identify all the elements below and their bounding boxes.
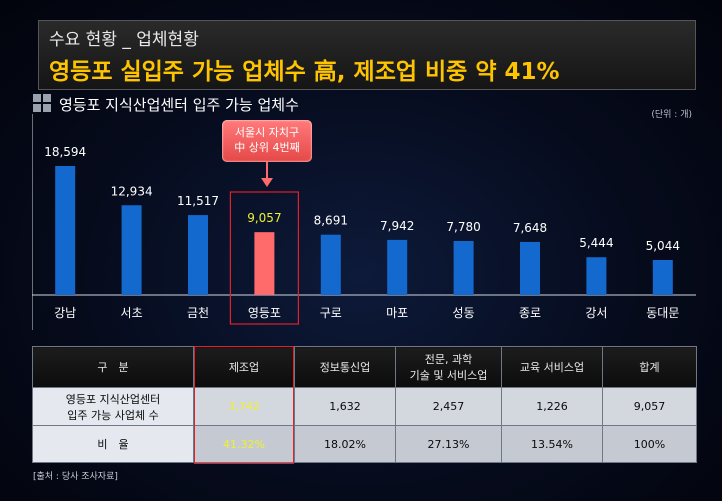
page-headline: 영등포 실입주 가능 업체수 高, 제조업 비중 약 41% [49,59,560,85]
bar-value-label: 9,057 [247,211,281,225]
bar-value-label: 5,444 [579,236,613,250]
bar [520,241,540,295]
category-label: 강남 [54,306,76,320]
table-cell: 1,632 [294,387,396,426]
bar [55,166,76,295]
bar-chart: 18,594 강남 12,934 서초 11,517 금천 9,057 영등포 8,691 구로 7… [32,114,696,330]
bar-value-label: 7,648 [513,221,547,235]
unit-label: (단위 : 개) [651,110,692,120]
header-ict: 정보통신업 [294,346,396,388]
header-total: 합계 [602,346,697,388]
row-label: 영등포 지식산업센터 입주 가능 사업체 수 [32,387,194,426]
row-label-line-1: 영등포 지식산업센터 [65,392,161,406]
section-grid-icon [33,94,51,112]
category-label: 영등포 [248,306,281,320]
callout-line-1: 서울시 자치구 [234,126,300,139]
page-kicker: 수요 현황 _ 업체현황 [49,30,199,50]
manufacturing-highlight-frame [194,346,294,464]
table-cell: 100% [602,425,697,463]
bar [652,260,673,295]
category-label: 성동 [453,306,475,320]
bar [387,239,408,295]
bar [453,241,474,295]
category-label: 동대문 [646,306,679,320]
section-title: 영등포 지식산업센터 입주 가능 업체수 [59,96,299,114]
bar-value-label: 18,594 [44,145,86,159]
bar [121,205,142,295]
callout-line-2: 中 상위 4번째 [234,141,300,154]
header-professional: 전문, 과학 기술 및 서비스업 [395,346,502,388]
category-label: 금천 [187,305,209,320]
bar-value-label: 7,780 [446,220,480,234]
bar [586,257,607,295]
table-cell: 41.32% [193,425,295,463]
category-label: 종로 [519,306,541,320]
category-label: 강서 [585,306,607,320]
source-note: [출처 : 당사 조사자료] [33,472,118,482]
bar-value-label: 12,934 [111,184,153,198]
category-label: 마포 [386,306,408,320]
highlight-callout: 서울시 자치구 中 상위 4번째 [222,120,312,162]
bar-value-label: 8,691 [314,214,348,228]
table-row: 비 율 41.32% 18.02% 27.13% 13.54% 100% [32,425,697,463]
header-professional-line-1: 전문, 과학 [424,353,473,366]
table-cell: 2,457 [395,387,502,426]
row-label-line-2: 입주 가능 사업체 수 [67,408,159,422]
bar-value-label: 5,044 [646,239,680,253]
row-label: 비 율 [32,425,194,463]
industry-table: 구 분 제조업 정보통신업 전문, 과학 기술 및 서비스업 교육 서비스업 합… [32,346,697,463]
header-category: 구 분 [32,346,194,388]
category-label: 서초 [121,306,143,320]
bar [188,215,208,295]
bar [254,232,275,295]
bar [320,234,341,295]
table-row: 영등포 지식산업센터 입주 가능 사업체 수 3,742 1,632 2,457… [32,387,697,426]
table-cell: 9,057 [602,387,697,426]
bar-value-label: 7,942 [380,219,414,233]
category-label: 구로 [320,306,342,320]
callout-arrow-icon [261,162,273,187]
table-header-row: 구 분 제조업 정보통신업 전문, 과학 기술 및 서비스업 교육 서비스업 합… [32,346,697,388]
header-education: 교육 서비스업 [501,346,603,388]
header-manufacturing: 제조업 [193,346,295,388]
header-professional-line-2: 기술 및 서비스업 [409,369,488,382]
title-banner: 수요 현황 _ 업체현황 영등포 실입주 가능 업체수 高, 제조업 비중 약 … [38,20,696,90]
table-cell: 27.13% [395,425,502,463]
table-cell: 1,226 [501,387,603,426]
bar-value-label: 11,517 [177,194,219,208]
table-cell: 18.02% [294,425,396,463]
highlight-frame [229,191,299,325]
table-cell: 13.54% [501,425,603,463]
